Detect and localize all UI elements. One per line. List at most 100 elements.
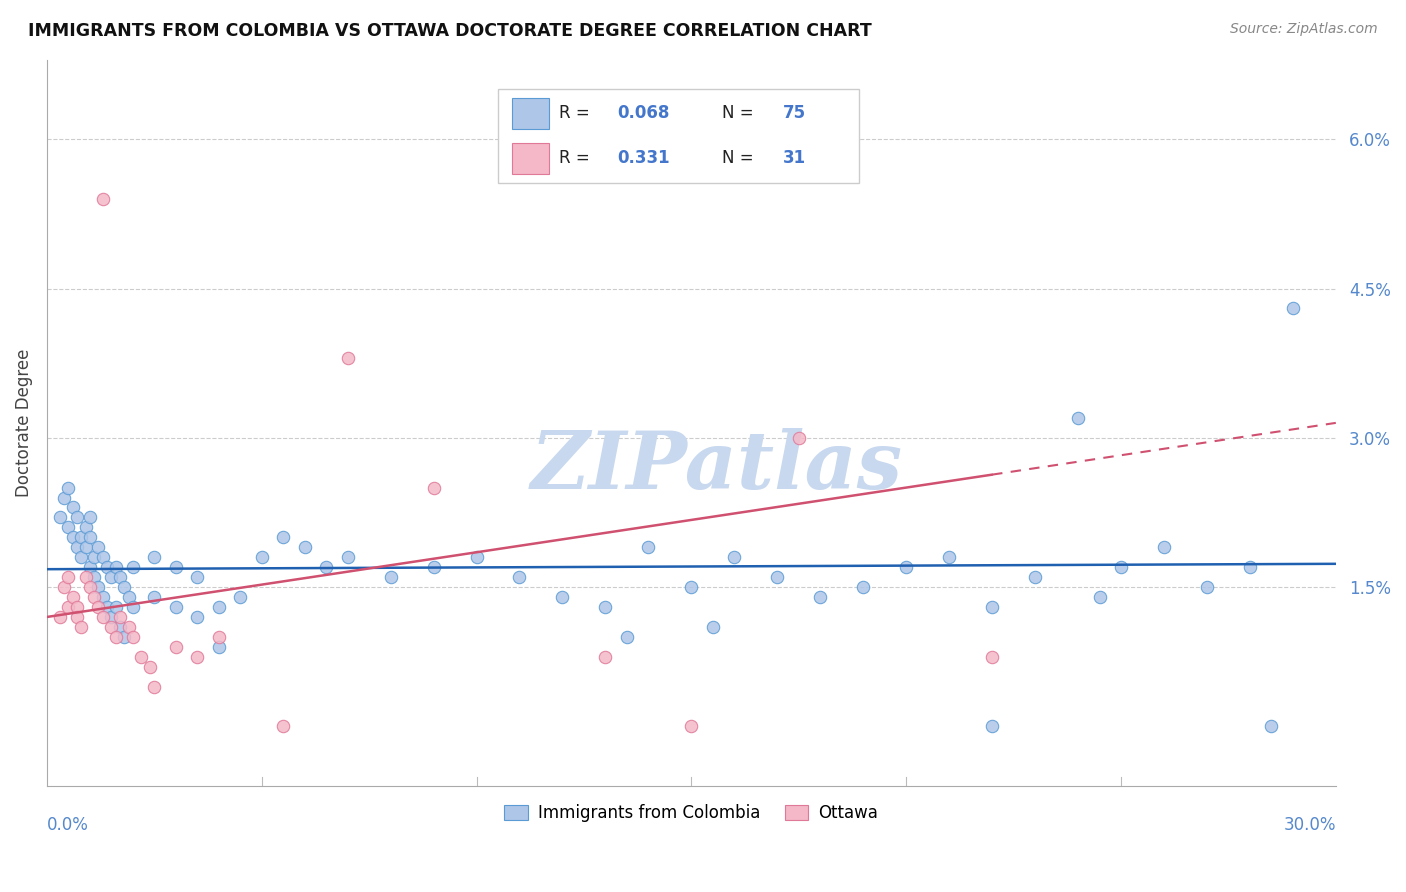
Point bbox=[121, 630, 143, 644]
Point bbox=[165, 640, 187, 654]
Point bbox=[1260, 719, 1282, 733]
Point bbox=[336, 550, 359, 565]
Point bbox=[1239, 560, 1261, 574]
Point bbox=[1024, 570, 1046, 584]
Point bbox=[91, 550, 114, 565]
Point bbox=[1088, 590, 1111, 604]
Point bbox=[83, 550, 105, 565]
Point bbox=[165, 560, 187, 574]
Point bbox=[91, 192, 114, 206]
Point bbox=[981, 719, 1004, 733]
Point bbox=[49, 510, 72, 524]
Point bbox=[143, 680, 166, 694]
Point bbox=[766, 570, 789, 584]
Point bbox=[87, 600, 110, 615]
Point bbox=[1153, 541, 1175, 555]
Point bbox=[294, 541, 316, 555]
Point bbox=[787, 431, 810, 445]
Point bbox=[91, 590, 114, 604]
Point bbox=[100, 620, 122, 634]
Point bbox=[62, 590, 84, 604]
Legend: Immigrants from Colombia, Ottawa: Immigrants from Colombia, Ottawa bbox=[498, 797, 884, 829]
Text: 30.0%: 30.0% bbox=[1284, 816, 1336, 834]
Point bbox=[465, 550, 488, 565]
Point bbox=[66, 610, 89, 624]
Point bbox=[53, 491, 76, 505]
Point bbox=[981, 600, 1004, 615]
Point bbox=[104, 630, 127, 644]
Point bbox=[49, 610, 72, 624]
Point bbox=[852, 580, 875, 594]
Point bbox=[208, 630, 231, 644]
Point bbox=[58, 570, 80, 584]
Point bbox=[108, 610, 131, 624]
Point bbox=[83, 590, 105, 604]
Point bbox=[66, 600, 89, 615]
Point bbox=[131, 649, 153, 664]
Point bbox=[1067, 411, 1090, 425]
Point bbox=[723, 550, 745, 565]
Point bbox=[422, 560, 444, 574]
Point bbox=[422, 481, 444, 495]
Point bbox=[62, 530, 84, 544]
Text: Source: ZipAtlas.com: Source: ZipAtlas.com bbox=[1230, 22, 1378, 37]
Point bbox=[250, 550, 273, 565]
Text: ZIPatlas: ZIPatlas bbox=[531, 428, 903, 505]
Point bbox=[108, 620, 131, 634]
Point bbox=[66, 541, 89, 555]
Point bbox=[229, 590, 252, 604]
Point bbox=[117, 590, 139, 604]
Point bbox=[121, 600, 143, 615]
Point bbox=[62, 500, 84, 515]
Point bbox=[595, 600, 617, 615]
Point bbox=[681, 580, 703, 594]
Point bbox=[79, 560, 101, 574]
Point bbox=[79, 580, 101, 594]
Point bbox=[208, 640, 231, 654]
Point bbox=[143, 550, 166, 565]
Point bbox=[58, 520, 80, 534]
Point bbox=[121, 560, 143, 574]
Text: IMMIGRANTS FROM COLOMBIA VS OTTAWA DOCTORATE DEGREE CORRELATION CHART: IMMIGRANTS FROM COLOMBIA VS OTTAWA DOCTO… bbox=[28, 22, 872, 40]
Point bbox=[186, 610, 208, 624]
Point bbox=[271, 719, 294, 733]
Point bbox=[70, 530, 93, 544]
Point bbox=[1109, 560, 1132, 574]
Point bbox=[508, 570, 530, 584]
Point bbox=[551, 590, 574, 604]
Point bbox=[616, 630, 638, 644]
Point bbox=[186, 649, 208, 664]
Point bbox=[91, 610, 114, 624]
Point bbox=[271, 530, 294, 544]
Point bbox=[75, 570, 97, 584]
Point bbox=[681, 719, 703, 733]
Point bbox=[75, 520, 97, 534]
Point bbox=[117, 620, 139, 634]
Point bbox=[981, 649, 1004, 664]
Point bbox=[143, 590, 166, 604]
Point bbox=[702, 620, 724, 634]
Point bbox=[100, 610, 122, 624]
Y-axis label: Doctorate Degree: Doctorate Degree bbox=[15, 349, 32, 497]
Point bbox=[186, 570, 208, 584]
Point bbox=[112, 630, 135, 644]
Point bbox=[1282, 301, 1305, 316]
Point bbox=[595, 649, 617, 664]
Point bbox=[53, 580, 76, 594]
Point bbox=[75, 541, 97, 555]
Point bbox=[79, 530, 101, 544]
Point bbox=[315, 560, 337, 574]
Point bbox=[112, 580, 135, 594]
Point bbox=[208, 600, 231, 615]
Point bbox=[70, 620, 93, 634]
Point bbox=[380, 570, 402, 584]
Text: 0.0%: 0.0% bbox=[46, 816, 89, 834]
Point bbox=[58, 481, 80, 495]
Point bbox=[79, 510, 101, 524]
Point bbox=[96, 600, 118, 615]
Point bbox=[87, 541, 110, 555]
Point bbox=[808, 590, 831, 604]
Point bbox=[104, 600, 127, 615]
Point bbox=[83, 570, 105, 584]
Point bbox=[70, 550, 93, 565]
